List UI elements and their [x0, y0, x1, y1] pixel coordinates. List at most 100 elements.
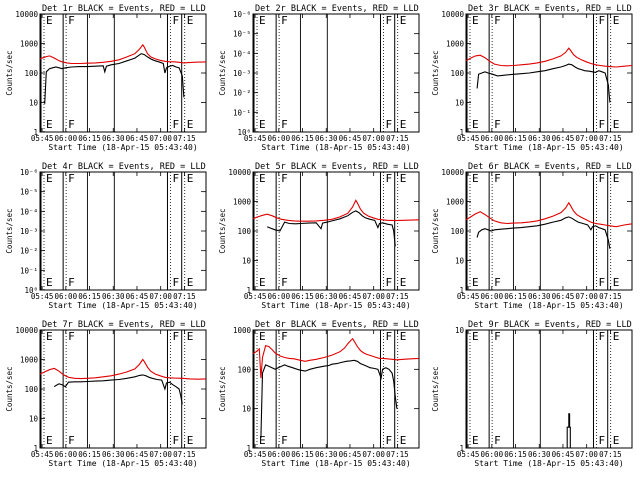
y-tick-label: 10⁻¹ [20, 266, 38, 275]
x-tick-label: 06:15 [78, 134, 101, 143]
y-axis-label: Counts/sec [431, 366, 440, 411]
x-axis-label: Start Time (18-Apr-15 05:43:40) [474, 143, 623, 152]
y-tick-label: 10⁻⁴ [20, 207, 38, 216]
x-tick-label: 06:00 [481, 292, 504, 301]
x-tick-label: 06:15 [291, 134, 314, 143]
marker-label-bottom: E [400, 118, 407, 131]
marker-label-top: F [281, 14, 288, 27]
marker-label-top: E [613, 14, 620, 27]
series-line-events [476, 63, 611, 103]
marker-label-bottom: E [187, 434, 194, 447]
plot-frame [252, 329, 420, 449]
marker-label-top: E [46, 14, 53, 27]
plot-frame [465, 13, 633, 133]
plot-title: Det 7r BLACK = Events, RED = LLD [42, 320, 206, 330]
y-tick-label: 10 [455, 257, 465, 266]
x-tick-label: 06:15 [78, 450, 101, 459]
series-line-events [260, 359, 398, 439]
x-axis-label: Start Time (18-Apr-15 05:43:40) [261, 459, 410, 468]
x-tick-label: 07:00 [149, 450, 172, 459]
x-tick-label: 06:45 [552, 292, 575, 301]
marker-label-bottom: F [385, 118, 392, 131]
x-tick-label: 06:00 [55, 450, 78, 459]
marker-label-top: E [46, 330, 53, 343]
x-axis-label: Start Time (18-Apr-15 05:43:40) [474, 459, 623, 468]
x-tick-label: 07:00 [362, 292, 385, 301]
x-tick-label: 06:00 [481, 134, 504, 143]
series-line-lld [252, 337, 420, 379]
marker-label-bottom: E [259, 118, 266, 131]
marker-label-bottom: F [494, 118, 501, 131]
y-axis-label: Counts/sec [218, 366, 227, 411]
marker-label-top: F [494, 330, 501, 343]
y-tick-label: 1 [459, 286, 464, 295]
y-tick-label: 10⁻¹ [233, 108, 251, 117]
y-tick-label: 1000 [20, 356, 39, 365]
y-tick-label: 10⁻⁴ [233, 49, 251, 58]
x-tick-label: 06:30 [102, 292, 125, 301]
x-tick-label: 07:15 [173, 134, 196, 143]
marker-label-bottom: F [385, 276, 392, 289]
y-tick-label: 10000 [15, 10, 38, 19]
y-tick-label: 10 [242, 405, 252, 414]
y-tick-label: 10⁻² [233, 89, 251, 98]
marker-label-bottom: E [472, 434, 479, 447]
series-line-lld [39, 358, 207, 380]
marker-label-bottom: E [613, 118, 620, 131]
x-tick-label: 06:45 [339, 134, 362, 143]
marker-label-top: E [259, 172, 266, 185]
plot-frame [39, 171, 207, 291]
marker-label-bottom: E [613, 434, 620, 447]
x-tick-label: 06:15 [504, 134, 527, 143]
y-tick-label: 100 [450, 227, 464, 236]
marker-label-bottom: E [46, 118, 53, 131]
marker-label-top: F [281, 172, 288, 185]
marker-label-top: F [494, 14, 501, 27]
plot-title: Det 1r BLACK = Events, RED = LLD [42, 4, 206, 14]
y-tick-label: 10⁻⁶ [233, 10, 251, 19]
x-tick-label: 06:45 [339, 292, 362, 301]
marker-label-top: F [172, 330, 179, 343]
marker-label-bottom: F [68, 434, 75, 447]
x-tick-label: 06:00 [268, 450, 291, 459]
marker-label-bottom: E [259, 434, 266, 447]
x-tick-label: 05:45 [31, 134, 54, 143]
marker-label-bottom: E [187, 276, 194, 289]
x-tick-label: 06:45 [552, 450, 575, 459]
x-tick-label: 06:45 [126, 292, 149, 301]
series-line-events [566, 413, 571, 448]
x-tick-label: 05:45 [244, 450, 267, 459]
y-tick-label: 1 [459, 128, 464, 137]
y-tick-label: 10000 [441, 10, 464, 19]
x-tick-label: 06:30 [315, 450, 338, 459]
x-tick-label: 06:00 [55, 134, 78, 143]
series-line-lld [39, 43, 207, 65]
marker-label-bottom: F [494, 276, 501, 289]
y-tick-label: 10 [29, 415, 39, 424]
x-tick-label: 05:45 [457, 450, 480, 459]
x-tick-label: 06:15 [291, 292, 314, 301]
y-tick-label: 10 [242, 257, 252, 266]
x-tick-label: 06:45 [126, 134, 149, 143]
marker-label-bottom: F [494, 434, 501, 447]
x-tick-label: 06:15 [504, 450, 527, 459]
series-line-lld [465, 201, 633, 228]
series-line-lld [465, 47, 633, 68]
y-tick-label: 1 [246, 444, 251, 453]
y-tick-label: 10⁻⁵ [20, 188, 38, 197]
y-tick-label: 1000 [233, 326, 252, 335]
x-tick-label: 07:15 [173, 292, 196, 301]
y-tick-label: 10 [29, 99, 39, 108]
y-tick-label: 10000 [441, 168, 464, 177]
x-tick-label: 06:30 [528, 292, 551, 301]
marker-label-bottom: F [172, 434, 179, 447]
series-line-events [53, 374, 183, 405]
x-tick-label: 07:00 [362, 450, 385, 459]
marker-label-top: E [613, 330, 620, 343]
marker-label-top: E [472, 14, 479, 27]
x-axis-label: Start Time (18-Apr-15 05:43:40) [48, 301, 197, 310]
y-axis-label: Counts/sec [5, 208, 14, 253]
